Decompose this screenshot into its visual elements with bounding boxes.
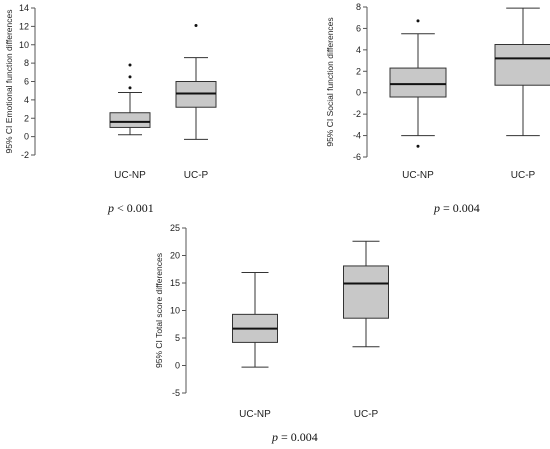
y-tick-label: 15 xyxy=(170,278,180,288)
y-tick-label: -2 xyxy=(21,150,29,160)
emotional-function-panel: -2 0 2 4 6 8 10 12 14 95% CI Emotional function d… xyxy=(4,3,217,181)
p-value-emotional: p < 0.001 xyxy=(107,201,154,215)
iqr-box xyxy=(109,112,151,128)
y-tick-label: 0 xyxy=(356,88,361,98)
p-value-text: = 0.004 xyxy=(281,430,318,444)
y-axis-title: 95% CI Emotional function differences xyxy=(4,10,14,154)
social-function-panel: -6 -4 -2 0 2 4 6 8 95% CI Social function differ… xyxy=(325,2,550,181)
y-tick-label: 8 xyxy=(24,58,29,68)
outlier-point xyxy=(128,86,132,90)
y-tick-label: 4 xyxy=(356,45,361,55)
outlier-point xyxy=(416,144,420,148)
y-tick-label: -5 xyxy=(172,388,180,398)
iqr-box xyxy=(389,67,447,98)
category-label: UC-NP xyxy=(239,409,271,420)
outlier-point xyxy=(128,63,132,67)
y-tick-label: 14 xyxy=(19,3,29,13)
iqr-box xyxy=(494,44,550,86)
category-label: UC-P xyxy=(511,170,536,181)
p-value-social: p = 0.004 xyxy=(433,201,480,215)
category-label: UC-NP xyxy=(114,170,146,181)
p-value-text: < 0.001 xyxy=(117,201,154,215)
y-tick-label: 8 xyxy=(356,2,361,12)
p-symbol: p xyxy=(107,201,114,215)
y-axis-title: 95% CI Total score differences xyxy=(154,253,164,368)
y-axis-title: 95% CI Social function differences xyxy=(325,17,335,146)
y-tick-label: 0 xyxy=(24,132,29,142)
outlier-point xyxy=(416,19,420,23)
y-tick-label: -6 xyxy=(353,152,361,162)
y-tick-label: 10 xyxy=(170,306,180,316)
y-tick-label: -2 xyxy=(353,109,361,119)
p-value-total: p = 0.004 xyxy=(271,430,318,444)
y-tick-label: 6 xyxy=(356,23,361,33)
y-tick-label: 25 xyxy=(170,223,180,233)
y-tick-label: 2 xyxy=(356,66,361,76)
outlier-point xyxy=(128,75,132,79)
y-tick-label: 10 xyxy=(19,40,29,50)
total-score-panel: -5 0 5 10 15 20 25 95% CI Total score differenc… xyxy=(154,223,389,420)
p-symbol: p xyxy=(271,430,278,444)
p-symbol: p xyxy=(433,201,440,215)
y-tick-label: 4 xyxy=(24,95,29,105)
y-tick-label: 6 xyxy=(24,77,29,87)
iqr-box xyxy=(343,265,389,319)
y-tick-label: 20 xyxy=(170,251,180,261)
outlier-point xyxy=(194,23,198,27)
p-value-text: = 0.004 xyxy=(443,201,480,215)
category-label: UC-P xyxy=(184,170,209,181)
category-label: UC-NP xyxy=(402,170,434,181)
y-tick-label: 5 xyxy=(175,333,180,343)
y-tick-label: -4 xyxy=(353,131,361,141)
y-tick-label: 2 xyxy=(24,113,29,123)
y-tick-label: 12 xyxy=(19,21,29,31)
category-label: UC-P xyxy=(354,409,379,420)
y-tick-label: 0 xyxy=(175,361,180,371)
